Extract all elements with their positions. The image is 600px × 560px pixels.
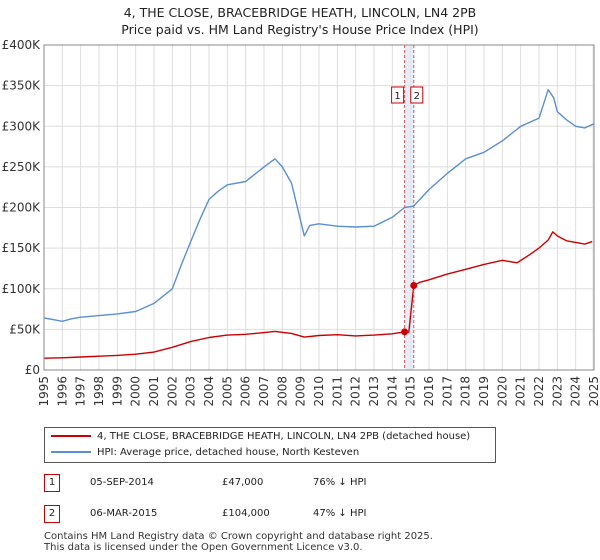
legend-label-price-paid: 4, THE CLOSE, BRACEBRIDGE HEATH, LINCOLN… — [97, 431, 471, 442]
x-tick-label: 2024 — [569, 376, 583, 407]
sale-hpi-diff: 47% ↓ HPI — [313, 508, 367, 519]
sale-row: 1 05-SEP-2014 £47,000 76% ↓ HPI — [0, 474, 600, 492]
x-axis-ticks: 1995 1996 1997 1998 1999 2000 2001 2002 2003 2004… — [37, 376, 600, 407]
x-tick-label: 2011 — [330, 376, 344, 407]
legend-item-price-paid: 4, THE CLOSE, BRACEBRIDGE HEATH, LINCOLN… — [51, 430, 470, 444]
x-tick-label: 2022 — [532, 376, 546, 407]
sale-badge: 1 — [44, 474, 60, 492]
x-tick-label: 1998 — [92, 376, 106, 407]
series-lines — [43, 89, 595, 359]
y-tick-label: £150K — [2, 241, 42, 255]
latest-period-shade — [592, 45, 594, 370]
y-tick-label: £0 — [25, 363, 40, 377]
sale-hpi-diff: 76% ↓ HPI — [313, 477, 367, 488]
gridlines — [43, 44, 595, 371]
sale-price: £47,000 — [222, 477, 264, 488]
y-tick-label: £100K — [2, 282, 42, 296]
x-tick-label: 2005 — [220, 376, 234, 407]
y-tick-label: £50K — [9, 322, 41, 336]
x-tick-label: 2012 — [349, 376, 363, 407]
x-tick-label: 2019 — [477, 376, 491, 407]
x-tick-label: 1997 — [74, 376, 88, 407]
x-tick-label: 2021 — [514, 376, 528, 407]
x-tick-label: 2014 — [385, 376, 399, 407]
x-tick-label: 2025 — [587, 376, 600, 407]
x-tick-label: 2000 — [129, 376, 143, 407]
x-tick-label: 2010 — [312, 376, 326, 407]
x-tick-label: 2001 — [147, 376, 161, 407]
x-tick-label: 2023 — [550, 376, 564, 407]
price-paid-line — [43, 231, 593, 359]
x-tick-label: 2018 — [459, 376, 473, 407]
title-line-1: 4, THE CLOSE, BRACEBRIDGE HEATH, LINCOLN… — [123, 5, 477, 20]
legend-swatch-price-paid — [51, 435, 91, 437]
legend-swatch-hpi — [51, 451, 91, 453]
plot-frame — [43, 44, 595, 371]
y-tick-label: £350K — [2, 79, 42, 93]
sale-date: 06-MAR-2015 — [90, 508, 158, 519]
sale-price: £104,000 — [222, 508, 270, 519]
sale-row: 2 06-MAR-2015 £104,000 47% ↓ HPI — [0, 505, 600, 523]
x-tick-label: 2007 — [257, 376, 271, 407]
legend-label-hpi: HPI: Average price, detached house, Nort… — [97, 447, 360, 458]
title-line-2: Price paid vs. HM Land Registry's House … — [121, 22, 479, 37]
footer-line-1: Contains HM Land Registry data © Crown c… — [44, 531, 433, 542]
sale-badge: 2 — [44, 505, 60, 523]
sale-marker-label: 2 — [414, 91, 420, 102]
x-tick-label: 2013 — [367, 376, 381, 407]
x-tick-label: 2020 — [495, 376, 509, 407]
footer-line-2: This data is licensed under the Open Gov… — [44, 542, 363, 553]
y-tick-label: £250K — [2, 160, 42, 174]
y-tick-label: £200K — [2, 201, 42, 215]
y-tick-label: £300K — [2, 119, 42, 133]
sale-marker-label: 1 — [394, 91, 400, 102]
x-tick-label: 2017 — [440, 376, 454, 407]
x-tick-label: 1999 — [110, 376, 124, 407]
sale-point — [410, 282, 418, 289]
x-tick-label: 2009 — [294, 376, 308, 407]
x-tick-label: 2015 — [404, 376, 418, 407]
chart-title: 4, THE CLOSE, BRACEBRIDGE HEATH, LINCOLN… — [0, 4, 600, 38]
y-axis-ticks: £0 £50K £100K £150K £200K £250K £300K £350K £400… — [2, 38, 42, 377]
footer: Contains HM Land Registry data © Crown c… — [44, 531, 433, 553]
x-tick-label: 2002 — [165, 376, 179, 407]
x-tick-label: 1996 — [55, 376, 69, 407]
x-tick-label: 2003 — [184, 376, 198, 407]
x-tick-label: 2016 — [422, 376, 436, 407]
hpi-line — [43, 89, 595, 322]
legend-item-hpi: HPI: Average price, detached house, Nort… — [51, 446, 359, 460]
y-tick-label: £400K — [2, 38, 42, 52]
sale-marker-badge — [391, 86, 405, 104]
sale-point — [401, 328, 409, 336]
x-tick-label: 2006 — [239, 376, 253, 407]
x-tick-label: 1995 — [37, 376, 51, 407]
sale-date: 05-SEP-2014 — [90, 477, 154, 488]
x-tick-label: 2004 — [202, 376, 216, 407]
legend: 4, THE CLOSE, BRACEBRIDGE HEATH, LINCOLN… — [44, 427, 496, 463]
x-tick-label: 2008 — [275, 376, 289, 407]
sale-marker-badge — [410, 86, 424, 104]
